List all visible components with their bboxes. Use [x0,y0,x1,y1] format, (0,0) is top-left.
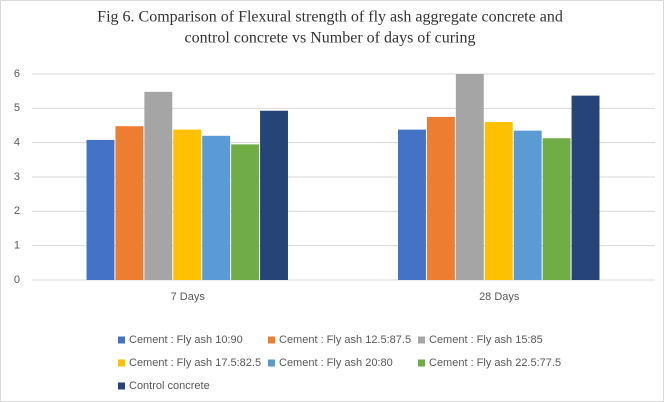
bar [484,122,513,280]
bar [144,91,173,280]
legend-label: Cement : Fly ash 10:90 [129,334,243,346]
bar [542,138,571,280]
chart-title: control concrete vs Number of days of cu… [184,30,475,47]
y-tick-label: 6 [14,68,20,80]
y-tick-label: 1 [14,240,20,252]
legend-label: Cement : Fly ash 17.5:82.5 [129,357,261,369]
bar [202,135,231,280]
legend-label: Cement : Fly ash 22.5:77.5 [429,357,561,369]
bar [398,129,426,280]
legend-swatch [418,359,425,367]
legend-label: Cement : Fly ash 20:80 [279,357,393,369]
legend-label: Cement : Fly ash 12.5:87.5 [279,334,411,346]
x-tick-label: 28 Days [479,291,520,303]
legend-swatch [418,336,425,344]
y-tick-label: 4 [14,137,20,149]
bar [231,144,260,280]
bar [86,139,115,280]
x-tick-label: 7 Days [171,291,206,303]
bar [115,126,144,280]
y-tick-label: 3 [14,171,20,183]
legend-swatch [268,359,275,367]
bar [260,110,288,280]
chart-title: Fig 6. Comparison of Flexural strength o… [97,9,563,26]
legend-swatch [118,382,125,390]
y-tick-label: 2 [14,205,20,217]
bar [571,95,600,280]
legend-swatch [268,336,275,344]
y-tick-label: 0 [14,274,20,286]
legend-label: Control concrete [129,380,210,392]
legend-swatch [118,359,125,367]
legend-label: Cement : Fly ash 15:85 [429,334,543,346]
bar [173,129,202,280]
y-tick-label: 5 [14,102,20,114]
legend-swatch [118,336,125,344]
bar [455,74,484,280]
bar [426,116,455,281]
bar [513,130,542,280]
